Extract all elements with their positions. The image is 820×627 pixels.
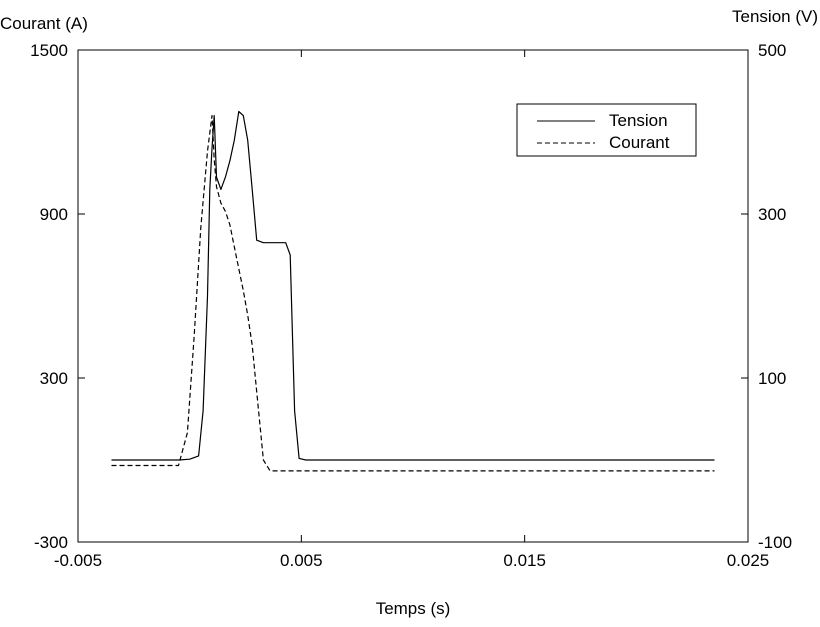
y-left-axis-label: Courant (A) xyxy=(0,14,88,33)
legend-label-tension: Tension xyxy=(609,111,668,130)
lines-layer xyxy=(111,110,715,472)
series-line-courant xyxy=(111,114,715,472)
x-tick-label: -0.005 xyxy=(54,551,102,570)
legend: Tension Courant xyxy=(516,103,697,157)
legend-label-courant: Courant xyxy=(609,133,670,152)
plot-frame xyxy=(77,49,749,543)
y-right-tick-label: 300 xyxy=(758,205,786,224)
y-right-axis-label: Tension (V) xyxy=(732,7,818,26)
y-left-tick-label: 1500 xyxy=(30,41,68,60)
legend-box xyxy=(516,103,697,157)
y-right-tick-label: 100 xyxy=(758,369,786,388)
ticks-layer: -0.005 0.005 0.015 0.025 -300 300 900 1500 -100 1… xyxy=(30,41,792,570)
series-line-tension xyxy=(111,110,715,461)
x-tick-label: 0.005 xyxy=(280,551,323,570)
x-tick-label: 0.015 xyxy=(503,551,546,570)
y-left-tick-label: 900 xyxy=(40,205,68,224)
y-right-tick-label: -100 xyxy=(758,533,792,552)
x-tick-label: 0.025 xyxy=(727,551,770,570)
y-left-tick-label: 300 xyxy=(40,369,68,388)
y-left-tick-label: -300 xyxy=(34,533,68,552)
y-right-tick-label: 500 xyxy=(758,41,786,60)
x-axis-label: Temps (s) xyxy=(376,599,451,618)
